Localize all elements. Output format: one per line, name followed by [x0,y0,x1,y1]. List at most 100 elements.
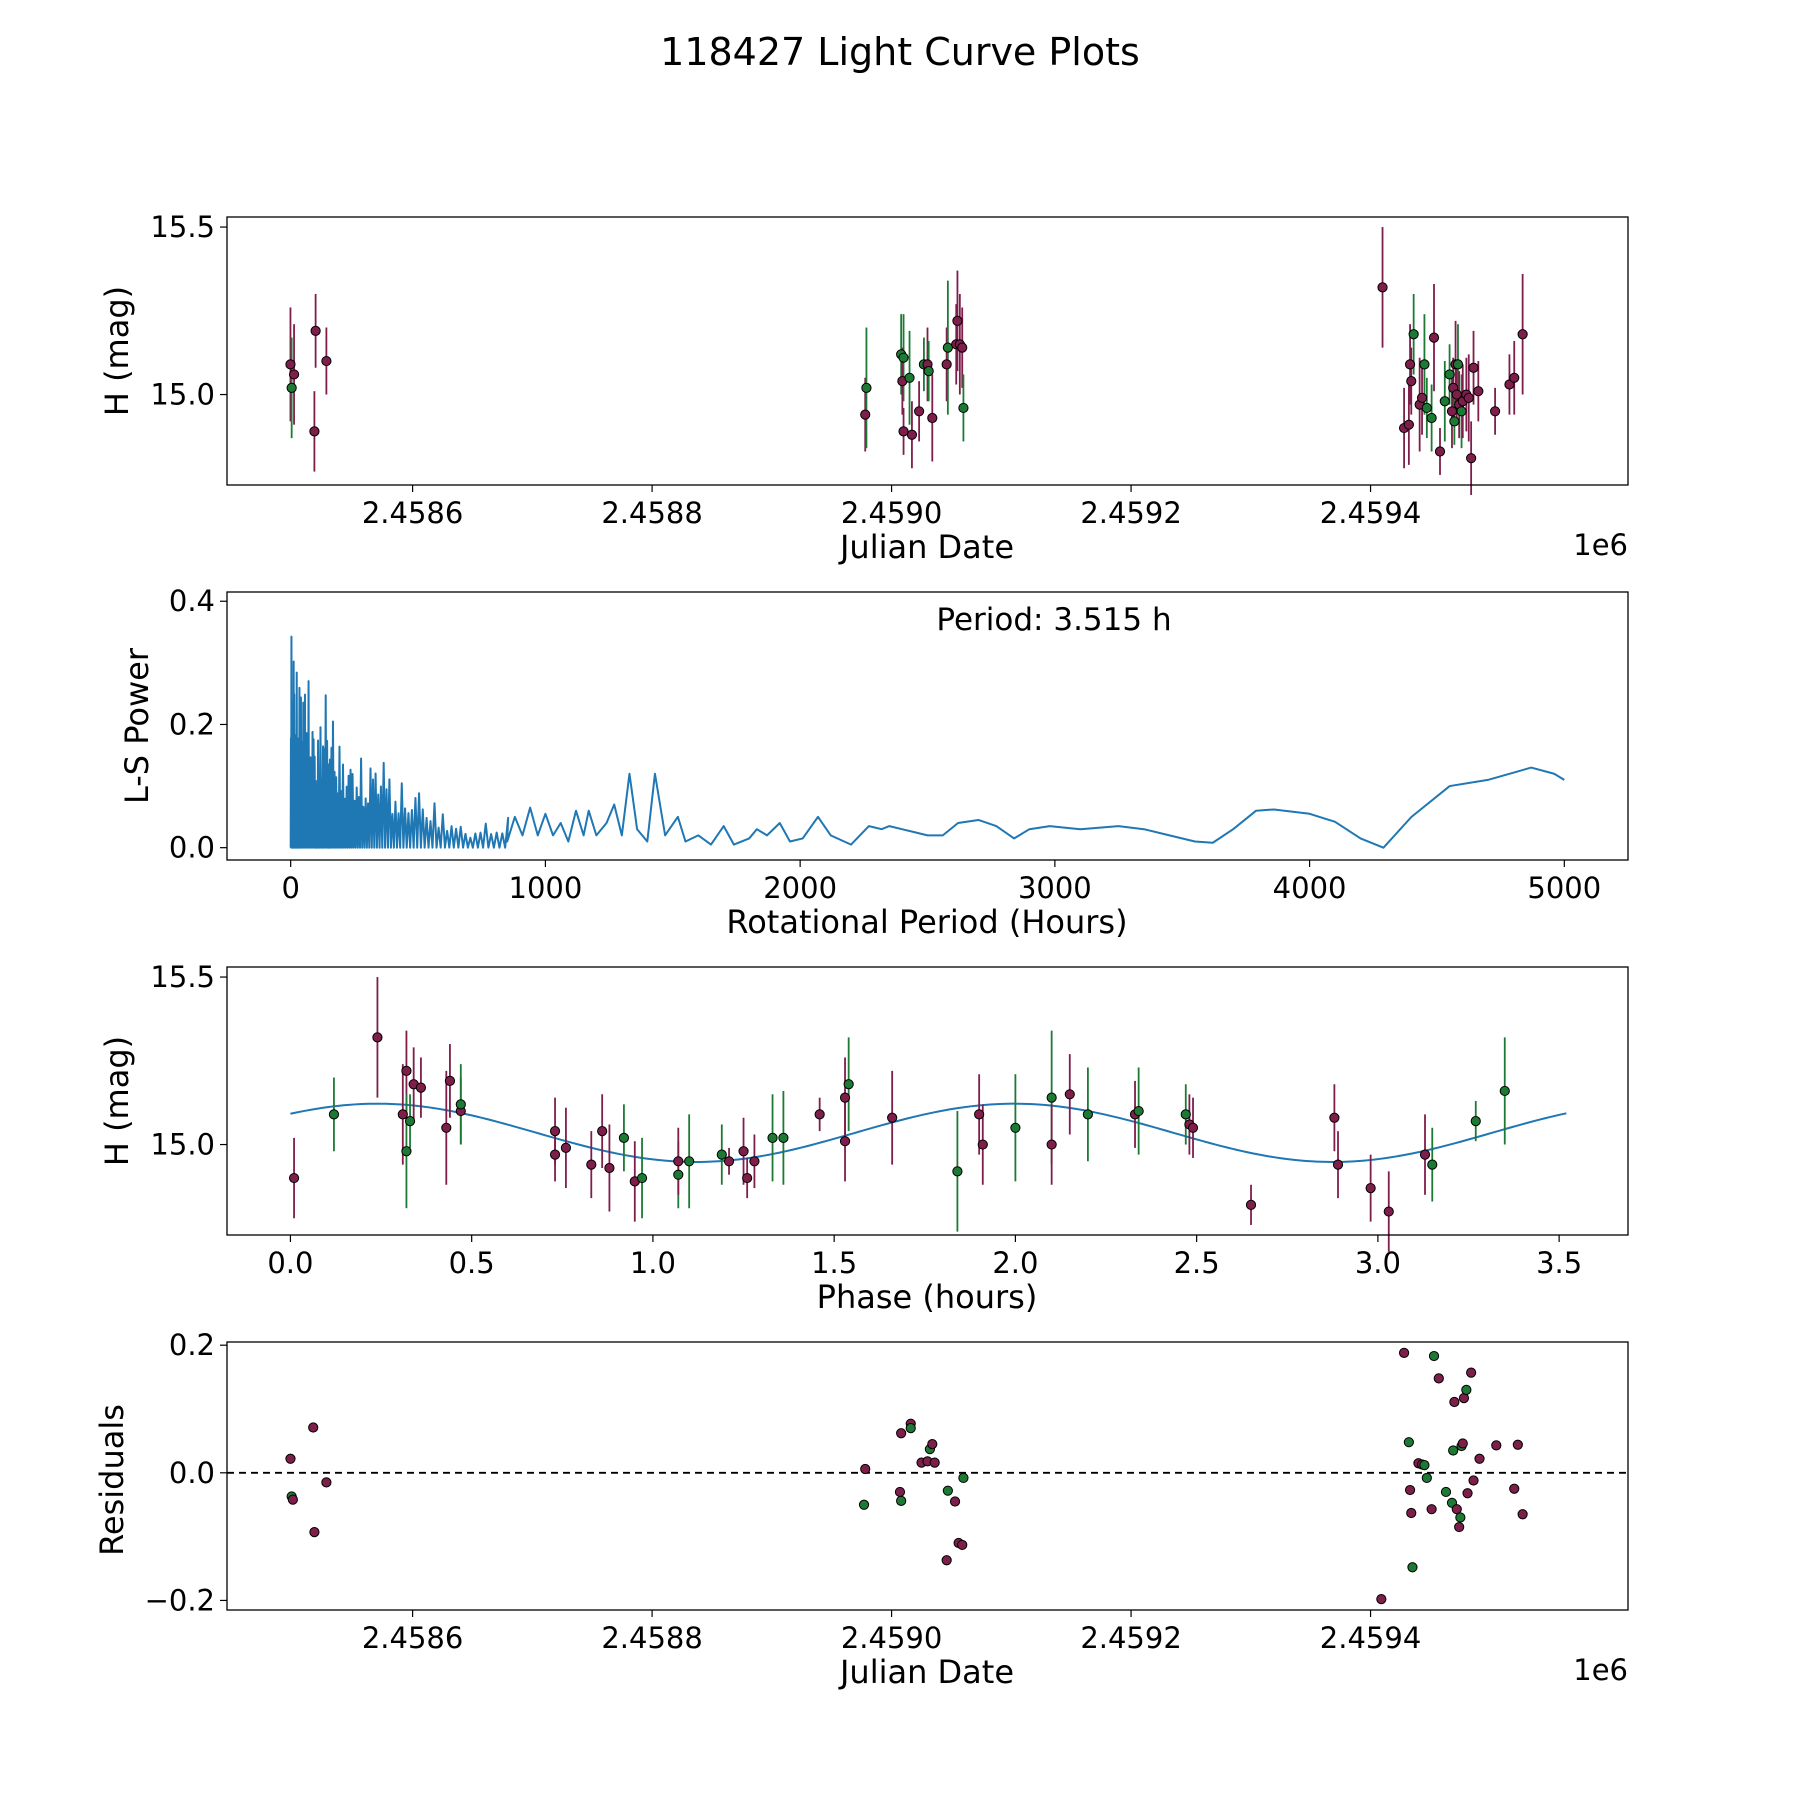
phased-y-tick-label: 15.5 [150,960,215,994]
phased-panel: 0.0 0.5 1.0 1.5 2.0 2.5 3.0 3.5 15.0 15.5 Phase (… [98,960,1629,1316]
data-point [958,402,969,414]
data-point [1408,329,1419,340]
residual-point [1512,1439,1523,1450]
data-point [952,1166,963,1177]
data-point [898,426,909,437]
period-annotation: Period: 3.515 h [936,602,1171,638]
data-point [604,1162,615,1174]
residual-point [287,1494,298,1505]
residual-point [1448,1445,1459,1456]
data-point [1426,412,1437,424]
data-point [738,1146,749,1157]
data-point [1446,406,1458,417]
residual-point [858,1499,870,1510]
light-curve-x-tick-label: 2.4594 [1320,496,1421,530]
residual-point [1466,1367,1477,1378]
data-point [1489,406,1501,417]
phased-y-tick-label: 15.0 [150,1128,215,1162]
residuals-y-tick-label: 0.0 [169,1456,215,1490]
light-curve-axes-frame [226,216,1629,486]
residual-point [929,1457,940,1468]
residuals-x-tick-label: 2.4594 [1320,1621,1421,1655]
data-point [288,369,300,380]
data-point [887,1112,898,1123]
residual-point [1517,1509,1528,1520]
data-point [549,1149,561,1160]
data-point [1509,372,1520,383]
residual-point [1426,1504,1437,1515]
data-point [1434,446,1446,457]
residuals-data-points [227,1347,1628,1605]
residual-point [896,1495,907,1506]
data-point [401,1146,412,1157]
residual-point [1440,1486,1452,1498]
data-point [1428,332,1440,343]
data-point [1456,406,1467,417]
data-point [860,409,871,420]
residual-point [1376,1594,1387,1605]
data-point [923,366,934,377]
data-point [397,1109,408,1120]
data-point [586,1159,597,1170]
data-point [814,1109,825,1120]
light-curve-panel: 2.4586 2.4588 2.4590 2.4592 2.4594 15.0 15.5 J… [98,210,1629,566]
data-point [749,1156,760,1167]
residual-point [309,1527,320,1538]
data-point [1332,1159,1344,1170]
data-point [906,429,918,440]
phased-x-tick-label: 2.5 [1174,1246,1220,1280]
light-curve-x-tick-label: 2.4588 [601,496,702,530]
periodogram-x-tick-label: 2000 [763,871,837,905]
data-point [839,1136,851,1147]
data-point [941,359,952,370]
light-curve-offset-label: 1e6 [1573,528,1628,562]
residual-point [905,1423,916,1434]
residual-point [942,1485,953,1496]
residual-point [1451,1504,1462,1515]
periodogram-x-tick-label: 4000 [1273,871,1347,905]
data-point [1406,376,1417,387]
data-point [636,1172,648,1184]
residual-point [1433,1373,1444,1384]
data-point [942,342,953,353]
data-point [560,1142,572,1154]
data-point [673,1156,684,1167]
data-point [1449,416,1460,427]
phased-x-tick-label: 3.5 [1536,1246,1582,1280]
residual-point [285,1453,296,1464]
data-point [673,1169,684,1180]
data-point [1517,329,1528,340]
residuals-x-tick-label: 2.4588 [601,1621,702,1655]
residual-point [1449,1396,1460,1408]
residual-point [321,1477,332,1488]
data-point [286,382,297,393]
data-point [1452,359,1464,370]
data-point [767,1132,778,1143]
residual-point [1461,1384,1472,1395]
data-point [1377,282,1388,293]
periodogram-panel: 0 1000 2000 3000 4000 5000 0.0 0.2 0.4 Rotationa… [118,584,1629,941]
light-curve-x-tick-label: 2.4592 [1080,496,1181,530]
data-point [778,1132,789,1143]
data-point [597,1126,608,1137]
phased-axes-frame [226,966,1629,1236]
data-point [1046,1092,1057,1103]
light-curve-x-label: Julian Date [838,528,1014,566]
residual-point [1406,1507,1417,1519]
data-point [1463,392,1474,403]
periodogram-series [289,635,1565,849]
residual-point [1509,1483,1520,1494]
residuals-x-label: Julian Date [838,1653,1014,1691]
phased-x-tick-label: 0.0 [267,1246,313,1280]
data-point [444,1075,456,1087]
periodogram-y-tick-label: 0.0 [169,831,215,865]
data-point [404,1116,416,1127]
data-point [1064,1089,1075,1100]
data-point [310,325,321,336]
periodogram-x-label: Rotational Period (Hours) [726,903,1127,941]
data-point [1416,392,1428,403]
data-point [1404,359,1416,370]
data-point [684,1156,695,1167]
lomb-scargle-power-line [289,635,1565,849]
